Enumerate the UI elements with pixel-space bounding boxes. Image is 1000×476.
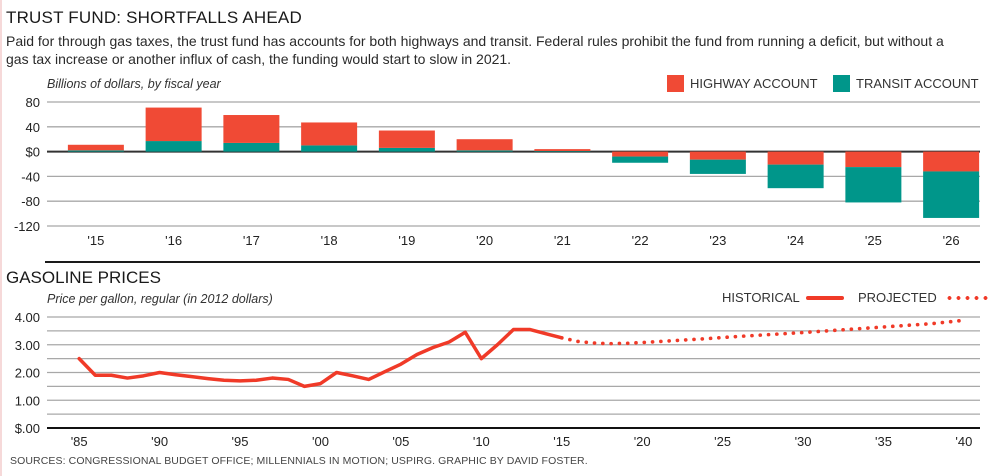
legend-label-transit: TRANSIT ACCOUNT: [856, 76, 979, 91]
y-tick-label: 1.00: [15, 393, 40, 408]
bar-highway: [145, 107, 202, 142]
chart-title: TRUST FUND: SHORTFALLS AHEAD: [6, 8, 302, 27]
bar-highway: [767, 151, 824, 165]
x-tick-label: '19: [398, 233, 415, 248]
bar-transit: [145, 141, 202, 152]
legend-historical: HISTORICAL: [722, 290, 844, 305]
x-tick-label: '24: [787, 233, 804, 248]
x-tick-label: '35: [875, 434, 892, 449]
bar-highway: [845, 151, 902, 168]
source-note: SOURCES: CONGRESSIONAL BUDGET OFFICE; MI…: [10, 455, 588, 467]
x-tick-label: '15: [87, 233, 104, 248]
bar-transit: [456, 150, 513, 152]
x-tick-label: '25: [865, 233, 882, 248]
y-tick-label: 2.00: [15, 366, 40, 381]
projected-price-line: [559, 318, 966, 346]
x-tick-label: '10: [473, 434, 490, 449]
x-tick-label: '23: [709, 233, 726, 248]
bar-transit: [378, 147, 435, 152]
x-tick-label: '26: [943, 233, 960, 248]
trust-fund-bar-chart: 80 40 $0 -40 -80 -120 '15 '16 '17 '18 '19 '20 '21 '22…: [14, 95, 980, 248]
x-tick-label: '22: [632, 233, 649, 248]
legend-swatch-transit: [833, 75, 850, 92]
gas-chart-title: GASOLINE PRICES: [6, 268, 161, 287]
bar-highway: [689, 151, 746, 160]
y-tick-label: $.00: [15, 421, 40, 436]
bar-highway: [378, 130, 435, 148]
x-tick-label: '40: [955, 434, 972, 449]
bar-highway: [534, 149, 591, 151]
bar-highway: [923, 151, 980, 172]
bar-transit: [923, 171, 980, 218]
y-tick-label: 80: [26, 95, 40, 110]
y-tick-label: -40: [21, 169, 40, 184]
legend-projected: PROJECTED: [858, 290, 989, 305]
bar-transit: [301, 145, 358, 152]
y-tick-label: -120: [14, 219, 40, 234]
section-divider: [45, 261, 980, 263]
x-tick-label: '25: [714, 434, 731, 449]
bar-transit: [845, 167, 902, 203]
x-tick-label: '20: [476, 233, 493, 248]
bar-transit: [67, 150, 124, 152]
y-tick-label: -80: [21, 194, 40, 209]
x-tick-label: '95: [232, 434, 249, 449]
gas-chart-unit-label: Price per gallon, regular (in 2012 dolla…: [47, 292, 273, 306]
bar-highway: [301, 122, 358, 146]
legend-label-highway: HIGHWAY ACCOUNT: [690, 76, 818, 91]
bar-transit: [534, 150, 591, 152]
bar-chart-unit-label: Billions of dollars, by fiscal year: [47, 77, 221, 91]
y-tick-label: 4.00: [15, 310, 40, 325]
legend-label-historical: HISTORICAL: [722, 290, 800, 305]
y-tick-label: 3.00: [15, 338, 40, 353]
bar-highway: [223, 115, 280, 143]
x-tick-label: '18: [321, 233, 338, 248]
bar-transit: [767, 164, 824, 189]
x-tick-label: '85: [71, 434, 88, 449]
bar-highway: [612, 151, 669, 157]
legend-highway: HIGHWAY ACCOUNT: [667, 75, 818, 92]
legend-transit: TRANSIT ACCOUNT: [833, 75, 979, 92]
x-tick-label: '30: [795, 434, 812, 449]
x-tick-label: '21: [554, 233, 571, 248]
x-tick-label: '17: [243, 233, 260, 248]
chart-description: Paid for through gas taxes, the trust fu…: [6, 33, 944, 67]
historical-price-line: [77, 327, 564, 389]
x-tick-label: '20: [634, 434, 651, 449]
left-border: [0, 0, 2, 476]
x-tick-label: '00: [312, 434, 329, 449]
y-tick-label: $0: [26, 145, 40, 160]
legend-swatch-highway: [667, 75, 684, 92]
legend-line-historical: [805, 295, 844, 300]
x-tick-label: '05: [392, 434, 409, 449]
x-tick-label: '16: [165, 233, 182, 248]
y-tick-label: 40: [26, 120, 40, 135]
x-tick-label: '90: [151, 434, 168, 449]
bar-transit: [612, 156, 669, 163]
legend-dots-projected: [944, 295, 989, 300]
bar-transit: [689, 159, 746, 174]
x-tick-label: '15: [553, 434, 570, 449]
bar-highway: [67, 144, 124, 151]
bar-transit: [223, 142, 280, 152]
bar-highway: [456, 139, 513, 151]
legend-label-projected: PROJECTED: [858, 290, 937, 305]
